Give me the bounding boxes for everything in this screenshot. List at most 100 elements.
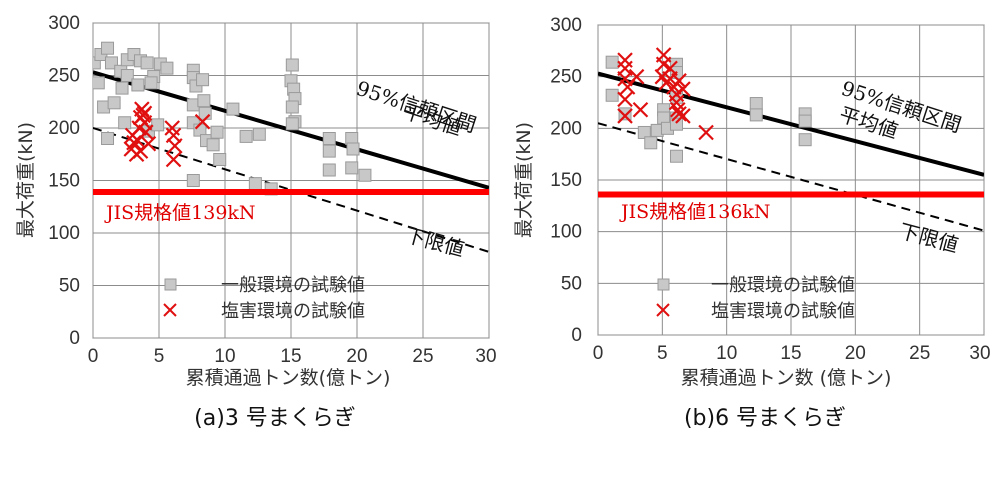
legend-marker-general-a xyxy=(164,278,177,291)
salt-env-point xyxy=(165,151,182,168)
general-env-point xyxy=(749,97,763,111)
y-tick-labels-a: 0 50 100 150 200 250 300 xyxy=(48,13,80,349)
general-env-point xyxy=(358,168,372,182)
salt-env-point-stroke xyxy=(698,124,714,141)
salt-env-point-stroke xyxy=(194,113,211,130)
x-axis-label-b: 累積通過トン数 (億トン) xyxy=(681,367,892,389)
points-a xyxy=(93,41,372,196)
general-env-point xyxy=(322,132,336,145)
general-env-point xyxy=(605,88,619,102)
y-tick-label: 300 xyxy=(48,13,80,34)
salt-env-point xyxy=(134,101,150,117)
general-env-point xyxy=(644,136,658,150)
general-env-point xyxy=(346,142,360,156)
y-tick-label: 150 xyxy=(550,170,582,191)
general-env-point xyxy=(213,153,227,166)
general-env-point xyxy=(285,58,299,72)
points-b xyxy=(605,47,812,163)
x-tick-label: 25 xyxy=(909,343,930,364)
legend-label-general-b: 一般環境の試験値 xyxy=(711,275,855,296)
x-tick-label: 5 xyxy=(154,346,165,367)
salt-env-point xyxy=(662,70,678,87)
general-env-point xyxy=(107,96,121,110)
general-env-point xyxy=(151,118,165,132)
salt-env-point-stroke xyxy=(165,151,182,168)
general-env-point xyxy=(93,56,101,70)
general-env-point xyxy=(798,114,812,128)
legend-marker-salt-a xyxy=(163,303,177,317)
salt-env-point-stroke xyxy=(671,106,687,122)
x-tick-label: 15 xyxy=(780,343,801,364)
salt-env-point xyxy=(698,124,714,141)
general-env-point xyxy=(669,117,683,131)
general-env-point xyxy=(206,138,220,152)
x-tick-label: 25 xyxy=(412,346,433,367)
salt-env-point xyxy=(675,81,691,97)
general-env-point xyxy=(93,76,105,90)
general-env-point xyxy=(101,41,115,55)
salt-env-point xyxy=(136,105,153,122)
jis-label-b: JIS規格値136kN xyxy=(619,201,771,223)
general-env-point xyxy=(131,78,145,92)
salt-env-point xyxy=(628,68,645,85)
salt-env-point-stroke xyxy=(167,138,183,154)
salt-env-point xyxy=(617,91,633,108)
general-env-point xyxy=(120,69,134,82)
general-env-point xyxy=(618,107,632,121)
general-env-point xyxy=(144,76,158,90)
y-tick-label: 200 xyxy=(550,118,582,139)
salt-env-point-stroke xyxy=(617,70,633,87)
salt-env-point xyxy=(671,106,687,122)
salt-env-point-stroke xyxy=(628,68,645,85)
general-env-point xyxy=(345,161,359,175)
general-env-point xyxy=(252,127,266,141)
x-tick-label: 5 xyxy=(657,343,668,364)
general-env-point xyxy=(210,125,224,139)
salt-env-point xyxy=(675,108,691,124)
y-axis-label-a: 最大荷重(kN) xyxy=(15,122,37,238)
salt-env-point-stroke xyxy=(136,105,153,122)
y-tick-label: 0 xyxy=(69,328,80,349)
y-tick-label: 0 xyxy=(571,325,582,346)
x-tick-label: 15 xyxy=(280,346,301,367)
x-tick-label: 20 xyxy=(346,346,367,367)
y-tick-label: 100 xyxy=(48,223,80,244)
general-env-point xyxy=(101,132,115,145)
general-env-point xyxy=(118,116,132,130)
legend-label-salt-b: 塩害環境の試験値 xyxy=(711,301,855,322)
x-tick-label: 0 xyxy=(88,346,99,367)
jis-label-a: JIS規格値139kN xyxy=(104,202,256,224)
general-env-point xyxy=(115,81,129,95)
general-env-point xyxy=(140,56,154,70)
x-tick-labels-a: 0 5 10 15 20 25 30 xyxy=(88,346,497,367)
general-env-point xyxy=(285,117,299,131)
general-env-point xyxy=(197,94,211,108)
general-env-point xyxy=(239,129,253,143)
y-tick-labels-b: 0 50 100 150 200 250 300 xyxy=(550,15,582,346)
x-tick-label: 20 xyxy=(845,343,866,364)
salt-env-point-stroke xyxy=(617,108,633,124)
x-tick-label: 0 xyxy=(593,343,604,364)
salt-env-point-stroke xyxy=(662,70,678,87)
general-env-point xyxy=(248,177,262,191)
general-env-point xyxy=(198,106,212,120)
y-tick-label: 50 xyxy=(59,276,80,297)
salt-env-point-stroke xyxy=(655,56,672,73)
salt-env-point-stroke xyxy=(632,101,649,118)
x-tick-label: 10 xyxy=(214,346,235,367)
general-env-point xyxy=(749,108,763,122)
salt-env-point-stroke xyxy=(675,81,691,97)
salt-env-point xyxy=(632,101,649,118)
legend-b: 一般環境の試験値 塩害環境の試験値 xyxy=(656,275,855,322)
legend-marker-salt-b xyxy=(656,303,670,317)
legend-label-general-a: 一般環境の試験値 xyxy=(221,275,365,296)
y-tick-label: 100 xyxy=(550,222,582,243)
salt-env-point-stroke xyxy=(617,91,633,108)
x-tick-labels-b: 0 5 10 15 20 25 30 xyxy=(593,343,991,364)
general-env-point xyxy=(186,174,200,187)
x-tick-label: 10 xyxy=(716,343,737,364)
general-env-point xyxy=(605,55,619,69)
general-env-point xyxy=(196,73,210,87)
mean-line-b xyxy=(598,71,984,177)
